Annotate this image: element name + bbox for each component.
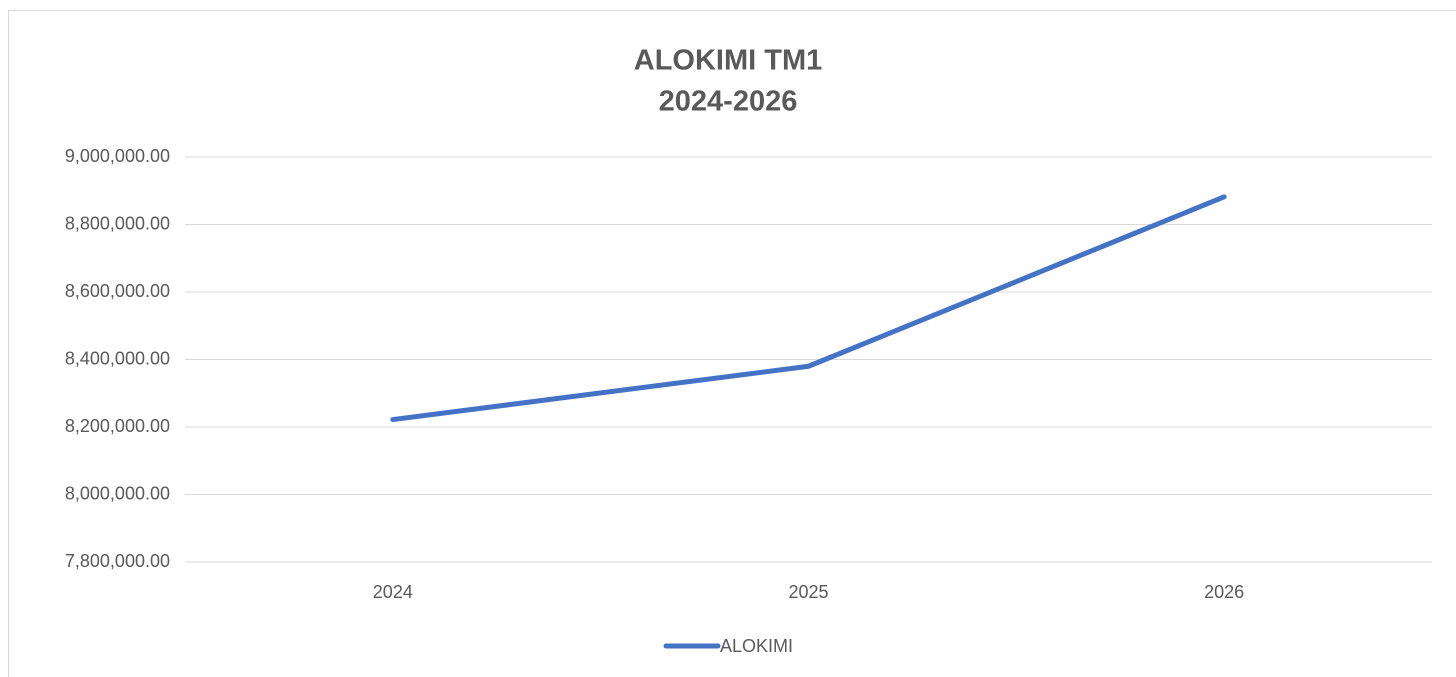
y-tick-label: 9,000,000.00 (65, 146, 170, 166)
chart-border (8, 10, 1456, 677)
x-tick-label: 2025 (788, 582, 828, 602)
chart-title: ALOKIMI TM1 (634, 45, 823, 77)
x-tick-label: 2024 (373, 582, 413, 602)
y-tick-label: 8,000,000.00 (65, 483, 170, 503)
x-tick-label: 2026 (1204, 582, 1244, 602)
line-series (390, 194, 1227, 423)
y-tick-label: 8,200,000.00 (65, 416, 170, 436)
y-tick-label: 8,400,000.00 (65, 348, 170, 368)
chart-subtitle: 2024-2026 (659, 86, 798, 118)
y-tick-label: 7,800,000.00 (65, 551, 170, 571)
legend-label: ALOKIMI (720, 636, 793, 656)
y-tick-label: 8,800,000.00 (65, 213, 170, 233)
y-tick-label: 8,600,000.00 (65, 281, 170, 301)
